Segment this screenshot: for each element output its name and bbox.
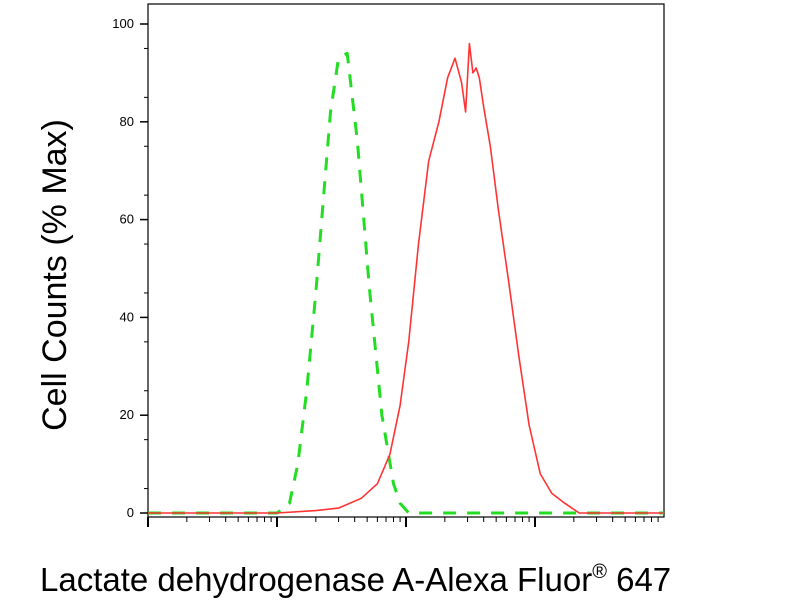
x-axis-title: Lactate dehydrogenase A-Alexa Fluor® 647	[40, 561, 671, 598]
y-tick-label: 80	[120, 114, 134, 129]
y-tick-label: 20	[120, 407, 134, 422]
x-axis-title-main: Lactate dehydrogenase A-Alexa Fluor	[40, 561, 592, 598]
y-tick-label: 100	[112, 16, 134, 31]
y-axis-ticks: 0 20 40 60 80 100	[112, 16, 148, 520]
y-tick-label: 40	[120, 309, 134, 324]
y-axis-title: Cell Counts (% Max)	[36, 119, 74, 431]
x-axis-ticks	[147, 517, 659, 527]
series-layer	[148, 42, 664, 515]
x-axis-title-suffix: 647	[607, 561, 671, 598]
series-line-red-solid	[148, 42, 664, 514]
plot-frame	[147, 3, 665, 518]
x-axis-title-registered: ®	[592, 561, 607, 583]
y-tick-label: 0	[127, 505, 134, 520]
series-line-green-dashed	[148, 51, 664, 515]
y-tick-label: 60	[120, 212, 134, 227]
plot-axes	[147, 3, 665, 518]
